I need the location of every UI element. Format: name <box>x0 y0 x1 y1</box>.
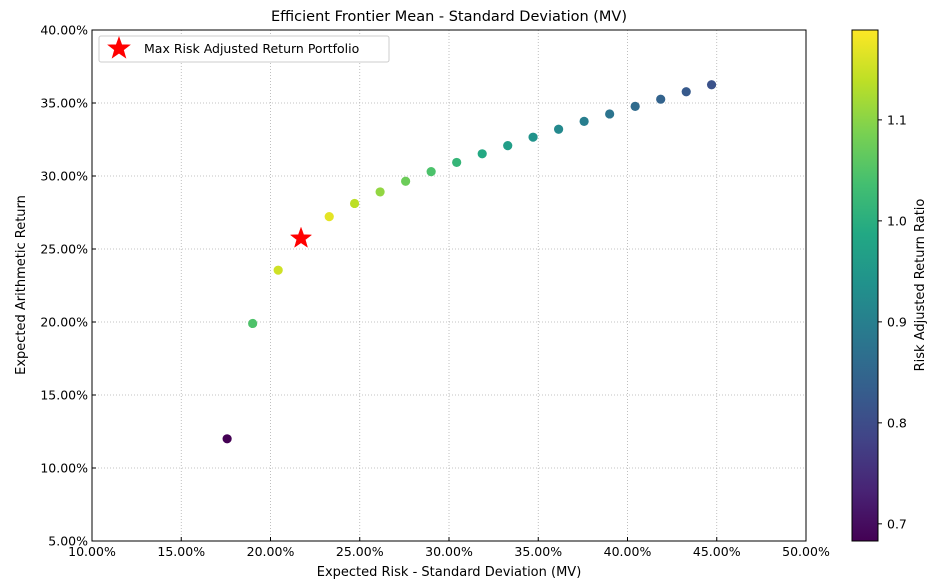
data-point <box>706 80 717 90</box>
x-tick-label: 45.00% <box>693 544 741 559</box>
data-point <box>452 157 462 168</box>
data-point <box>248 318 258 329</box>
max-risk-adjusted-star <box>289 226 313 248</box>
colorbar: 0.7 0.8 0.9 1.0 1.1 Risk Adjusted Return Rat… <box>851 29 928 542</box>
data-point <box>349 198 360 209</box>
colorbar-tick-label: 1.0 <box>887 213 907 228</box>
colorbar-gradient <box>851 29 879 542</box>
data-point <box>324 211 334 222</box>
data-point <box>681 87 691 97</box>
x-axis-ticks: 10.00% 15.00% 20.00% 25.00% 30.00% 35.00% 40.0… <box>68 537 830 559</box>
x-tick-label: 25.00% <box>336 544 384 559</box>
colorbar-tick-label: 0.8 <box>887 415 907 430</box>
data-point <box>579 116 589 126</box>
x-axis-label: Expected Risk - Standard Deviation (MV) <box>317 565 582 580</box>
data-point <box>401 176 411 186</box>
data-points <box>222 80 717 444</box>
colorbar-ticks: 0.7 0.8 0.9 1.0 1.1 <box>878 112 907 531</box>
grid-lines <box>92 30 806 541</box>
y-tick-label: 5.00% <box>48 534 88 549</box>
data-point <box>426 167 436 177</box>
data-point <box>375 187 385 197</box>
y-tick-label: 15.00% <box>40 388 88 403</box>
x-tick-label: 35.00% <box>514 544 562 559</box>
data-point <box>553 124 564 134</box>
y-tick-label: 10.00% <box>40 461 88 476</box>
highlight-point <box>289 226 313 248</box>
legend-label: Max Risk Adjusted Return Portfolio <box>144 41 359 56</box>
colorbar-label: Risk Adjusted Return Ratio <box>913 199 928 372</box>
x-tick-label: 15.00% <box>157 544 205 559</box>
colorbar-tick-label: 1.1 <box>887 112 907 127</box>
data-point <box>605 109 615 119</box>
y-tick-label: 35.00% <box>40 96 88 111</box>
y-tick-label: 20.00% <box>40 315 88 330</box>
colorbar-tick-label: 0.9 <box>887 314 907 329</box>
data-point <box>503 141 513 151</box>
colorbar-tick-label: 0.7 <box>887 516 907 531</box>
data-point <box>477 149 487 159</box>
y-axis-label: Expected Arithmetic Return <box>14 195 29 375</box>
legend-box <box>98 35 390 63</box>
data-point <box>630 101 640 111</box>
data-point <box>222 434 232 444</box>
x-tick-label: 30.00% <box>425 544 473 559</box>
y-tick-label: 30.00% <box>40 169 88 184</box>
y-tick-label: 40.00% <box>40 23 88 38</box>
data-point <box>528 132 538 142</box>
y-axis-ticks: 5.00% 10.00% 15.00% 20.00% 25.00% 30.00% 35.00… <box>40 23 96 549</box>
data-point <box>273 265 283 275</box>
x-tick-label: 20.00% <box>247 544 295 559</box>
x-tick-label: 10.00% <box>68 544 116 559</box>
chart-title: Efficient Frontier Mean - Standard Devia… <box>271 9 627 25</box>
legend-star-icon <box>107 36 131 59</box>
y-tick-label: 25.00% <box>40 242 88 257</box>
x-tick-label: 40.00% <box>604 544 652 559</box>
data-point <box>656 94 666 104</box>
x-tick-label: 50.00% <box>782 544 830 559</box>
legend: Max Risk Adjusted Return Portfolio <box>98 35 390 63</box>
